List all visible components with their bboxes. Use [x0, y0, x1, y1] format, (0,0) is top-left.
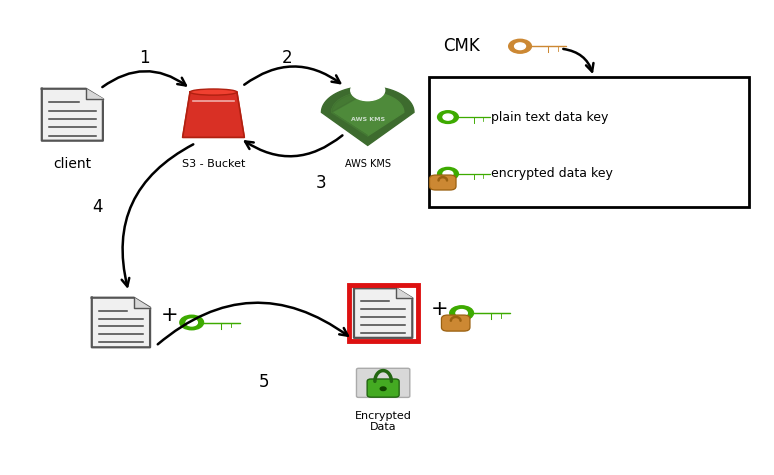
Circle shape [186, 319, 197, 326]
Circle shape [443, 114, 453, 120]
Polygon shape [42, 89, 103, 141]
Polygon shape [183, 92, 245, 137]
Text: S3 - Bucket: S3 - Bucket [182, 159, 245, 169]
Text: client: client [53, 157, 91, 171]
Text: AWS KMS: AWS KMS [351, 117, 385, 122]
Circle shape [450, 306, 474, 320]
Polygon shape [331, 92, 368, 136]
Polygon shape [86, 89, 103, 99]
Polygon shape [331, 92, 404, 136]
Text: CMK: CMK [444, 37, 480, 55]
Ellipse shape [190, 89, 237, 95]
Text: 1: 1 [139, 49, 149, 67]
Polygon shape [134, 298, 150, 308]
Polygon shape [92, 298, 150, 347]
Bar [348, 285, 418, 341]
Text: +: + [430, 299, 448, 319]
Text: 5: 5 [259, 372, 269, 390]
FancyBboxPatch shape [367, 379, 399, 397]
Circle shape [351, 80, 385, 101]
Polygon shape [354, 288, 413, 338]
Polygon shape [321, 86, 414, 145]
Text: 3: 3 [316, 174, 327, 192]
Polygon shape [396, 288, 413, 298]
Text: plain text data key: plain text data key [491, 111, 608, 124]
Circle shape [509, 39, 532, 53]
Text: Encrypted
Data: Encrypted Data [354, 411, 412, 432]
FancyBboxPatch shape [441, 315, 470, 331]
Bar [430, 77, 749, 207]
Circle shape [515, 43, 526, 49]
Circle shape [380, 387, 386, 390]
Text: +: + [161, 305, 178, 325]
Text: 2: 2 [282, 49, 292, 67]
Text: encrypted data key: encrypted data key [491, 167, 613, 180]
Circle shape [180, 315, 204, 330]
Circle shape [437, 167, 458, 180]
Circle shape [443, 171, 453, 177]
Circle shape [456, 310, 467, 316]
Text: AWS KMS: AWS KMS [344, 159, 391, 169]
Text: 4: 4 [93, 198, 103, 216]
FancyBboxPatch shape [357, 368, 409, 398]
Circle shape [437, 111, 458, 124]
FancyBboxPatch shape [430, 175, 456, 190]
